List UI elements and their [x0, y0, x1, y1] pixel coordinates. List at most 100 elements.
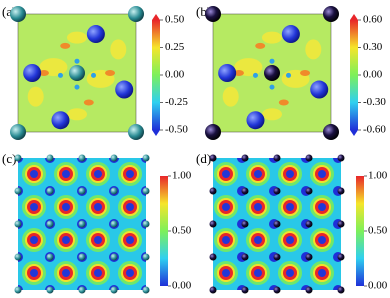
colorbar-tick-label: 0.00	[172, 280, 192, 292]
atom	[14, 220, 22, 228]
colorbar-tick-label: -0.30	[363, 96, 386, 108]
atom	[241, 286, 249, 294]
map-region	[38, 70, 49, 76]
atom	[241, 253, 249, 261]
atom	[209, 154, 217, 162]
colorbar-tick-label: 0.50	[165, 14, 185, 26]
colorbar-tick-label: 0.50	[172, 225, 192, 237]
atom	[46, 253, 54, 261]
atom	[323, 6, 339, 22]
colorbar-arrow	[350, 130, 358, 136]
atom	[305, 286, 313, 294]
atom	[337, 253, 345, 261]
colorbar-tick-label: -0.50	[165, 124, 188, 136]
colorbar-arrow	[152, 130, 160, 136]
atom	[337, 286, 345, 294]
map-region	[286, 72, 292, 78]
atom	[14, 187, 22, 195]
atom	[246, 111, 265, 130]
map-region	[233, 70, 244, 76]
atom	[209, 220, 217, 228]
atom	[78, 154, 86, 162]
map-region	[278, 99, 289, 106]
atom	[78, 220, 86, 228]
colorbar	[160, 176, 168, 286]
map-region	[305, 39, 322, 60]
map-region	[269, 58, 275, 64]
atom	[46, 220, 54, 228]
atom	[337, 187, 345, 195]
map-region	[67, 31, 87, 44]
atom	[142, 286, 150, 294]
atom	[281, 25, 300, 44]
map-region	[60, 42, 71, 49]
atom	[205, 6, 221, 22]
map-region	[74, 84, 80, 90]
atom	[273, 154, 281, 162]
colorbar-tick-label: -0.60	[363, 124, 386, 136]
atom	[273, 286, 281, 294]
colorbar-tick-label: -0.25	[165, 96, 188, 108]
colorbar-tick-label: 0.00	[165, 69, 185, 81]
atom	[209, 286, 217, 294]
atom	[305, 154, 313, 162]
map-region	[57, 72, 63, 78]
atom	[241, 220, 249, 228]
map-region	[262, 108, 282, 121]
colorbar	[152, 20, 160, 130]
atom	[128, 6, 144, 22]
colorbar	[356, 176, 364, 286]
map-region	[300, 70, 311, 76]
atom	[218, 64, 237, 82]
atom	[69, 65, 85, 81]
colorbar-tick-label: 0.00	[363, 69, 383, 81]
colorbar-tick-label: 0.60	[363, 14, 383, 26]
atom	[241, 154, 249, 162]
atom	[273, 220, 281, 228]
atom	[142, 154, 150, 162]
map-region	[83, 99, 94, 106]
atom	[142, 253, 150, 261]
atom	[323, 124, 339, 140]
colorbar-tick-label: 0.50	[368, 225, 388, 237]
map-region	[255, 42, 266, 49]
atom	[305, 220, 313, 228]
atom	[264, 65, 280, 81]
atom	[46, 187, 54, 195]
atom	[110, 253, 118, 261]
atom	[86, 25, 105, 44]
atom	[110, 220, 118, 228]
atom	[273, 253, 281, 261]
map-region	[252, 72, 258, 78]
atom	[310, 80, 329, 99]
atom	[10, 124, 26, 140]
colorbar-tick-label: 1.00	[368, 170, 388, 182]
atom	[10, 6, 26, 22]
atom	[205, 124, 221, 140]
map-region	[110, 39, 127, 60]
atom	[14, 154, 22, 162]
atom	[142, 187, 150, 195]
atom	[209, 187, 217, 195]
atom	[337, 154, 345, 162]
atom	[78, 286, 86, 294]
atom	[110, 286, 118, 294]
map-region	[27, 86, 44, 107]
map-region	[262, 31, 282, 44]
atom	[46, 286, 54, 294]
atom	[110, 154, 118, 162]
atom	[128, 124, 144, 140]
atom	[78, 187, 86, 195]
panel-label: (d)	[196, 151, 211, 166]
colorbar	[350, 20, 358, 130]
atom	[46, 154, 54, 162]
colorbar-arrow	[152, 14, 160, 20]
colorbar-tick-label: 0.00	[368, 280, 388, 292]
atom	[51, 111, 70, 130]
atom	[110, 187, 118, 195]
atom	[115, 80, 134, 99]
colorbar-tick-label: 0.30	[363, 41, 383, 53]
atom	[209, 253, 217, 261]
atom	[273, 187, 281, 195]
